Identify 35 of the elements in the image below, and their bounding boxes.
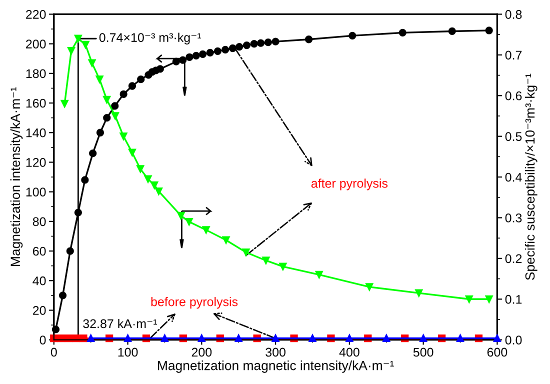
y2-tick-label: 0.2 — [505, 254, 522, 264]
y2-tick-label: 0.5 — [505, 132, 522, 141]
y2-tick-label: 0.0 — [505, 336, 522, 344]
y-tick-label: 20 — [32, 306, 46, 315]
y2-tick-label: 0.7 — [505, 50, 522, 60]
y-tick-label: 100 — [26, 188, 46, 196]
x-axis-title: Magnetization magnetic intensity/kA·m⁻¹ — [158, 360, 394, 373]
y-tick-label: 220 — [26, 10, 46, 19]
ref-line-label: 32.87 kA·m⁻¹ — [83, 318, 158, 328]
y-axis-title: Magnetization intensity/kA·m⁻¹ — [10, 87, 23, 266]
y2-tick-label: 0.6 — [505, 91, 522, 100]
y-tick-label: 0 — [40, 336, 46, 344]
x-tick-label: 100 — [118, 348, 138, 357]
annotation: before pyrolysis — [151, 297, 238, 309]
y-tick-label: 140 — [26, 128, 46, 138]
annotation: 0.74×10⁻³ m³·kg⁻¹ — [99, 32, 202, 44]
y2-tick-label: 0.8 — [505, 10, 522, 19]
y-tick-label: 180 — [26, 69, 46, 78]
y-tick-label: 160 — [26, 98, 46, 108]
y2-tick-label: 0.4 — [505, 172, 522, 182]
x-tick-label: 0 — [50, 348, 57, 357]
y-tick-label: 120 — [26, 158, 46, 167]
y2-tick-label: 0.3 — [505, 214, 522, 222]
x-tick-label: 600 — [487, 348, 508, 357]
annotation: after pyrolysis — [311, 178, 388, 190]
y-tick-label: 200 — [26, 40, 46, 48]
x-tick-label: 400 — [339, 348, 360, 357]
y2-axis-title: Specific susceptibility/×10⁻³m³·kg⁻¹ — [524, 74, 538, 280]
y2-tick-label: 0.1 — [505, 294, 522, 304]
y-tick-label: 60 — [32, 246, 46, 256]
x-tick-label: 300 — [266, 348, 286, 357]
y-tick-label: 80 — [32, 217, 46, 226]
x-tick-label: 200 — [192, 348, 212, 357]
y-tick-label: 40 — [32, 276, 46, 286]
x-tick-label: 500 — [413, 348, 434, 357]
